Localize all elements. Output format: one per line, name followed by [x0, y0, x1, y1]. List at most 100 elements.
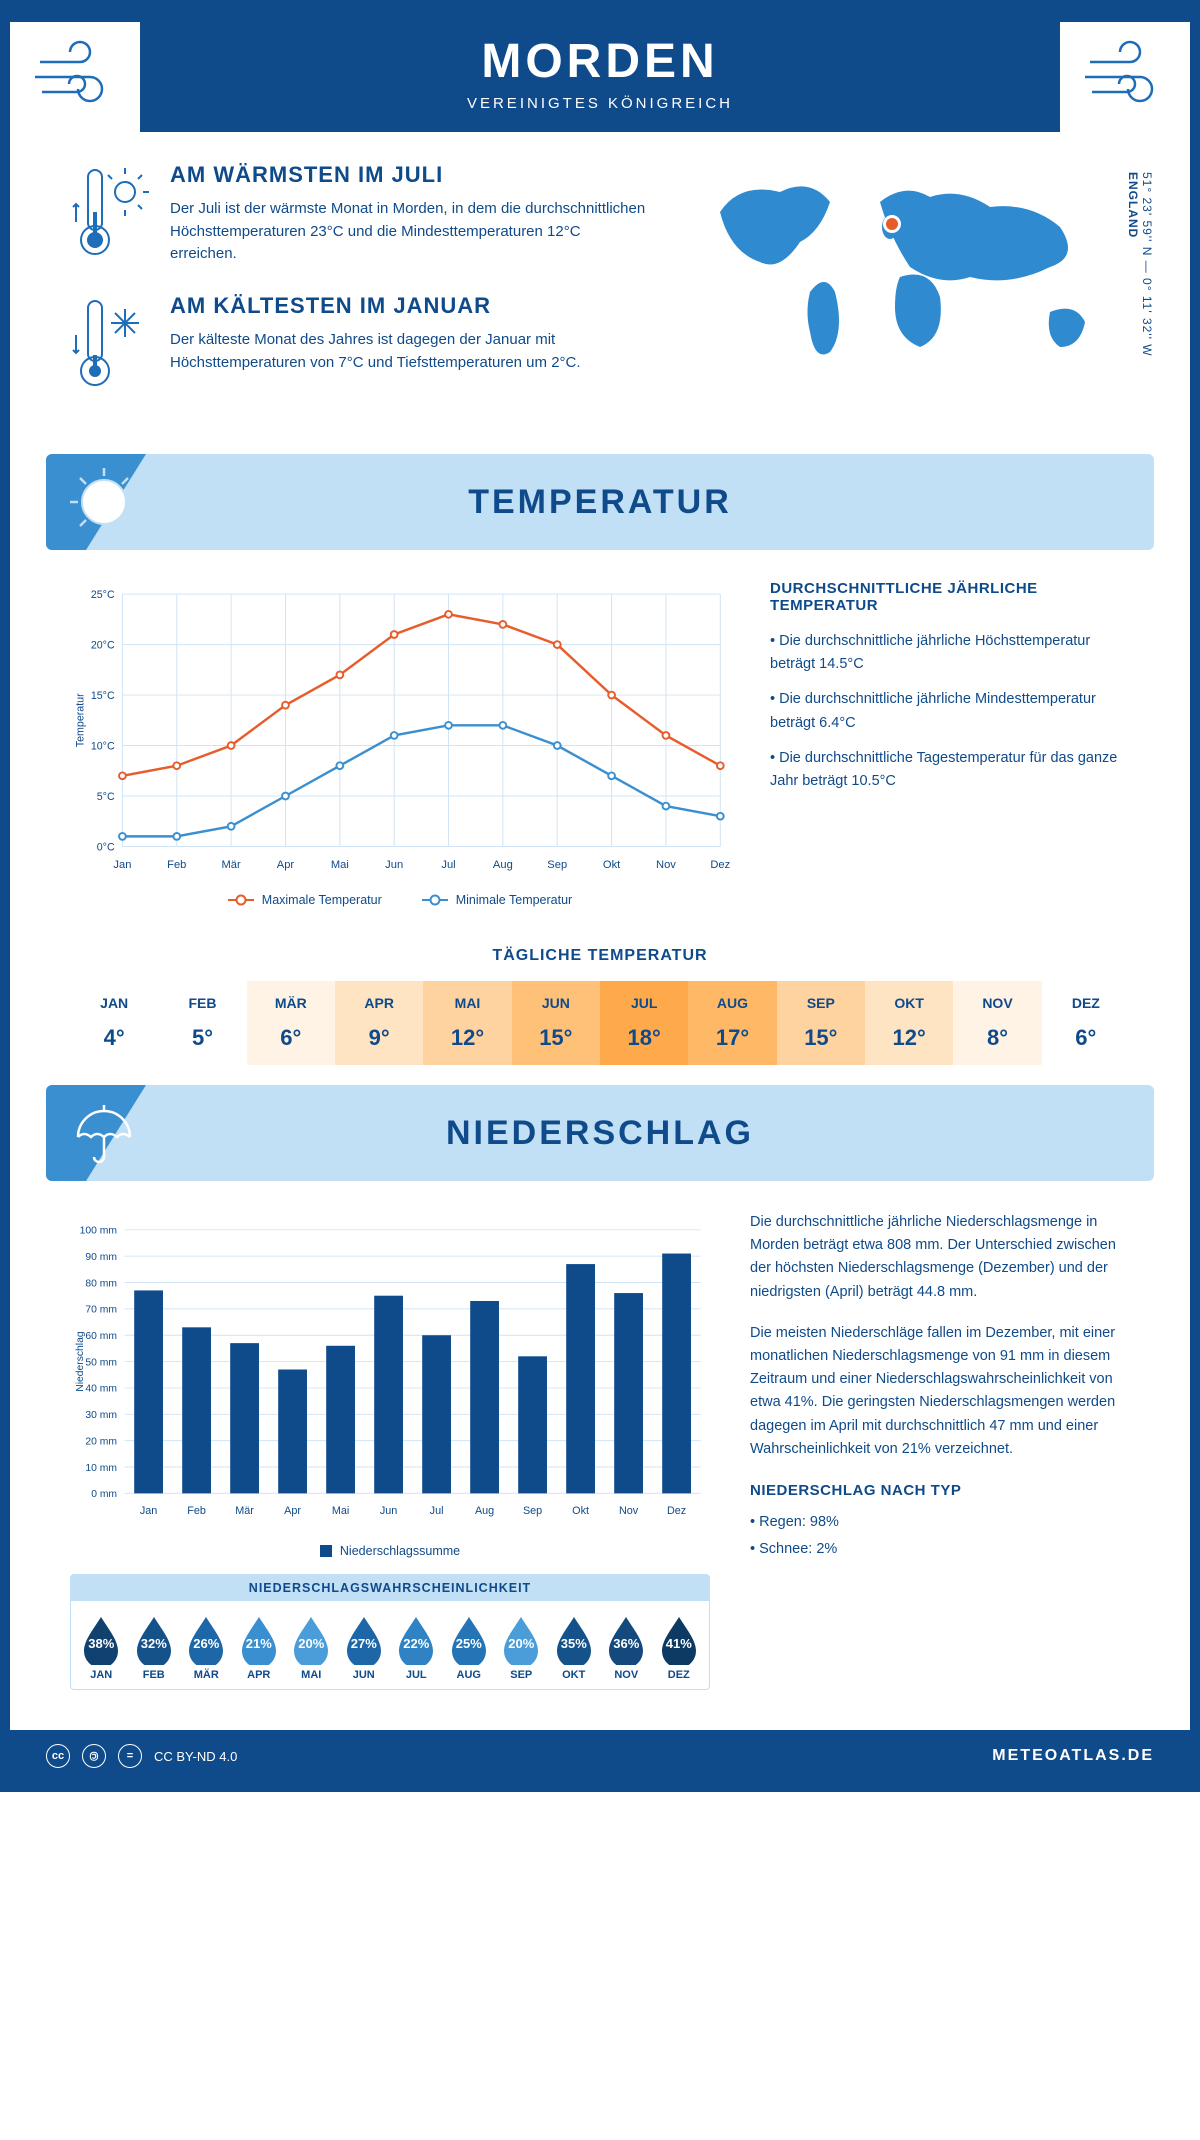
fact-text: Der Juli ist der wärmste Monat in Morden…: [170, 198, 650, 266]
license-text: CC BY-ND 4.0: [154, 1749, 237, 1764]
svg-text:Mär: Mär: [222, 859, 241, 871]
svg-text:Jan: Jan: [113, 859, 131, 871]
precip-paragraph: Die durchschnittliche jährliche Niedersc…: [750, 1211, 1130, 1304]
svg-text:Aug: Aug: [475, 1505, 494, 1517]
daily-cell: JAN 4°: [70, 981, 158, 1065]
svg-text:Okt: Okt: [603, 859, 621, 871]
sun-icon: [66, 464, 142, 540]
by-icon: 🄯: [82, 1744, 106, 1768]
fact-warmest: AM WÄRMSTEN IM JULI Der Juli ist der wär…: [70, 162, 650, 267]
svg-text:Jun: Jun: [380, 1505, 397, 1517]
probability-title: NIEDERSCHLAGSWAHRSCHEINLICHKEIT: [71, 1575, 709, 1601]
nd-icon: =: [118, 1744, 142, 1768]
svg-text:Sep: Sep: [523, 1505, 542, 1517]
svg-text:Okt: Okt: [572, 1505, 589, 1517]
svg-text:Temperatur: Temperatur: [75, 693, 87, 747]
site-name: METEOATLAS.DE: [992, 1747, 1154, 1765]
daily-cell: APR 9°: [335, 981, 423, 1065]
precipitation-chart: 0 mm10 mm20 mm30 mm40 mm50 mm60 mm70 mm8…: [70, 1211, 710, 1531]
probability-cell: 32% FEB: [128, 1613, 181, 1681]
cc-icon: cc: [46, 1744, 70, 1768]
svg-text:25°C: 25°C: [91, 589, 115, 601]
thermometer-snow-icon: [70, 293, 150, 398]
svg-text:Mär: Mär: [235, 1505, 254, 1517]
probability-panel: NIEDERSCHLAGSWAHRSCHEINLICHKEIT 38% JAN …: [70, 1574, 710, 1690]
temp-bullet: • Die durchschnittliche Tagestemperatur …: [770, 747, 1130, 793]
fact-title: AM KÄLTESTEN IM JANUAR: [170, 293, 650, 319]
svg-text:Feb: Feb: [167, 859, 186, 871]
svg-text:50 mm: 50 mm: [85, 1357, 117, 1368]
section-title: NIEDERSCHLAG: [446, 1114, 754, 1153]
section-temperature: TEMPERATUR: [46, 454, 1154, 550]
svg-text:20 mm: 20 mm: [85, 1436, 117, 1447]
daily-cell: JUL 18°: [600, 981, 688, 1065]
svg-text:0 mm: 0 mm: [91, 1489, 117, 1500]
svg-text:80 mm: 80 mm: [85, 1278, 117, 1289]
svg-text:Jan: Jan: [140, 1505, 157, 1517]
svg-text:15°C: 15°C: [91, 690, 115, 702]
svg-text:Nov: Nov: [656, 859, 676, 871]
probability-cell: 27% JUN: [338, 1613, 391, 1681]
svg-text:Sep: Sep: [547, 859, 567, 871]
header: MORDEN VEREINIGTES KÖNIGREICH: [10, 10, 1190, 132]
svg-text:Mai: Mai: [331, 859, 349, 871]
svg-text:Feb: Feb: [187, 1505, 206, 1517]
daily-cell: NOV 8°: [953, 981, 1041, 1065]
temp-bullet: • Die durchschnittliche jährliche Höchst…: [770, 630, 1130, 676]
legend-min: Minimale Temperatur: [422, 893, 572, 907]
page-title: MORDEN: [10, 34, 1190, 89]
svg-text:100 mm: 100 mm: [80, 1226, 117, 1237]
daily-cell: MAI 12°: [423, 981, 511, 1065]
daily-cell: OKT 12°: [865, 981, 953, 1065]
precip-type-title: NIEDERSCHLAG NACH TYP: [750, 1479, 1130, 1503]
probability-cell: 20% SEP: [495, 1613, 548, 1681]
svg-text:Aug: Aug: [493, 859, 513, 871]
probability-cell: 22% JUL: [390, 1613, 443, 1681]
svg-text:60 mm: 60 mm: [85, 1331, 117, 1342]
fact-coldest: AM KÄLTESTEN IM JANUAR Der kälteste Mona…: [70, 293, 650, 398]
umbrella-icon: [66, 1095, 142, 1171]
daily-cell: JUN 15°: [512, 981, 600, 1065]
daily-cell: MÄR 6°: [247, 981, 335, 1065]
svg-text:Jun: Jun: [385, 859, 403, 871]
probability-cell: 26% MÄR: [180, 1613, 233, 1681]
svg-text:Jul: Jul: [441, 859, 455, 871]
temperature-chart: 0°C5°C10°C15°C20°C25°CJanFebMärAprMaiJun…: [70, 580, 730, 907]
svg-text:Apr: Apr: [277, 859, 295, 871]
svg-text:40 mm: 40 mm: [85, 1384, 117, 1395]
legend-max: Maximale Temperatur: [228, 893, 382, 907]
probability-cell: 38% JAN: [75, 1613, 128, 1681]
svg-text:0°C: 0°C: [97, 841, 115, 853]
daily-cell: AUG 17°: [688, 981, 776, 1065]
daily-cell: DEZ 6°: [1042, 981, 1130, 1065]
probability-cell: 25% AUG: [443, 1613, 496, 1681]
precip-type: • Regen: 98%: [750, 1511, 1130, 1534]
svg-text:Niederschlag: Niederschlag: [75, 1331, 86, 1392]
world-map: 51° 23' 59'' N — 0° 11' 32'' W ENGLAND: [690, 162, 1130, 424]
temp-bullet: • Die durchschnittliche jährliche Mindes…: [770, 688, 1130, 734]
svg-text:Dez: Dez: [710, 859, 730, 871]
probability-cell: 41% DEZ: [653, 1613, 706, 1681]
legend-precip: Niederschlagssumme: [320, 1544, 460, 1558]
svg-text:70 mm: 70 mm: [85, 1305, 117, 1316]
probability-cell: 36% NOV: [600, 1613, 653, 1681]
probability-cell: 20% MAI: [285, 1613, 338, 1681]
probability-cell: 35% OKT: [548, 1613, 601, 1681]
svg-text:5°C: 5°C: [97, 791, 115, 803]
temp-text-title: DURCHSCHNITTLICHE JÄHRLICHE TEMPERATUR: [770, 580, 1130, 614]
page-subtitle: VEREINIGTES KÖNIGREICH: [10, 95, 1190, 112]
section-precipitation: NIEDERSCHLAG: [46, 1085, 1154, 1181]
precip-type: • Schnee: 2%: [750, 1538, 1130, 1561]
svg-text:Mai: Mai: [332, 1505, 349, 1517]
svg-text:Jul: Jul: [430, 1505, 444, 1517]
svg-text:Dez: Dez: [667, 1505, 686, 1517]
svg-text:Apr: Apr: [284, 1505, 301, 1517]
thermometer-sun-icon: [70, 162, 150, 267]
precip-paragraph: Die meisten Niederschläge fallen im Deze…: [750, 1322, 1130, 1461]
wind-icon: [1060, 22, 1190, 132]
fact-text: Der kälteste Monat des Jahres ist dagege…: [170, 329, 650, 374]
svg-text:90 mm: 90 mm: [85, 1252, 117, 1263]
svg-text:10°C: 10°C: [91, 740, 115, 752]
wind-icon: [10, 22, 140, 132]
coords-text: 51° 23' 59'' N — 0° 11' 32'' W: [1140, 172, 1154, 357]
